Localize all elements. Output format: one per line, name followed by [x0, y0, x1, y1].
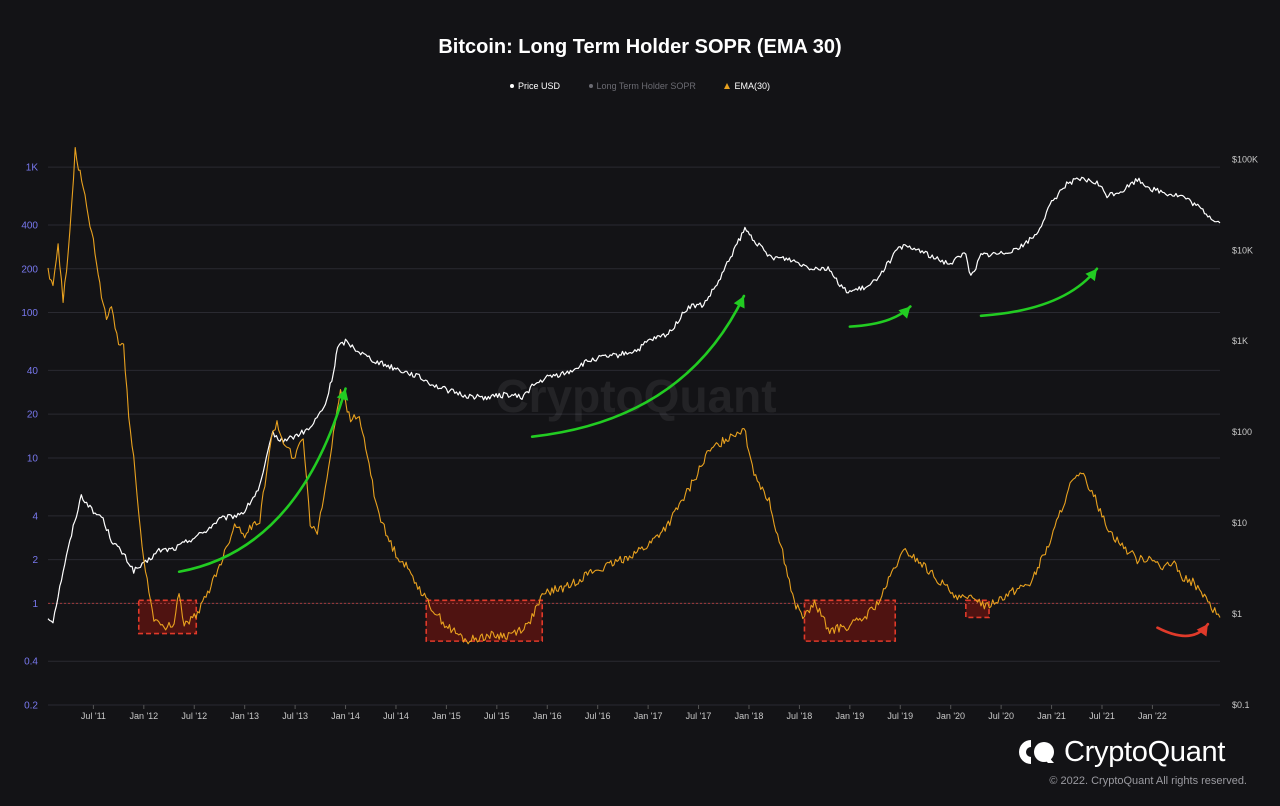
x-tick-label: Jan '20	[936, 711, 965, 721]
left-tick-label: 1K	[26, 163, 39, 174]
right-axis: $0.1 $1 $10 $100 $1K $10K $100K	[1232, 154, 1258, 710]
left-tick-label: 0.4	[24, 657, 38, 668]
loss-zone-box	[425, 599, 544, 642]
left-axis: 0.2 0.4 1 2 4 10 20 40 100 200 400 1K	[21, 163, 38, 712]
right-tick-label: $0.1	[1232, 700, 1250, 710]
right-tick-label: $1K	[1232, 336, 1248, 346]
x-tick-label: Jan '13	[230, 711, 259, 721]
brand-name: CryptoQuant	[1064, 735, 1226, 768]
legend-dot-icon	[510, 83, 515, 88]
up-trend-arrow	[979, 267, 1099, 318]
arrow-head-icon	[898, 306, 911, 319]
x-tick-label: Jan '14	[331, 711, 360, 721]
legend-triangle-icon	[724, 82, 731, 89]
right-tick-label: $100	[1232, 427, 1252, 437]
left-tick-label: 4	[32, 511, 38, 522]
x-tick-label: Jan '21	[1037, 711, 1066, 721]
cryptoquant-logo-icon	[1019, 740, 1054, 764]
arrow-head-icon	[336, 388, 349, 401]
right-tick-label: $10	[1232, 518, 1247, 528]
price-usd-line	[47, 176, 1221, 624]
loss-zone-box	[137, 599, 198, 635]
left-tick-label: 20	[27, 410, 39, 421]
loss-zone-box	[803, 599, 897, 642]
right-tick-label: $10K	[1232, 245, 1253, 255]
left-tick-label: 200	[21, 264, 38, 275]
copyright-text: © 2022. CryptoQuant All rights reserved.	[1049, 775, 1247, 787]
legend-item-sopr[interactable]: Long Term Holder SOPR	[588, 81, 696, 91]
x-tick-label: Jul '11	[81, 711, 106, 721]
x-tick-label: Jan '16	[533, 711, 562, 721]
x-tick-label: Jul '13	[282, 711, 308, 721]
grid-lines	[48, 166, 1220, 706]
arrow-head-icon	[1196, 624, 1208, 637]
chart-legend: Price USD Long Term Holder SOPR EMA(30)	[0, 81, 1280, 91]
up-trend-arrow	[530, 294, 746, 438]
x-tick-label: Jan '17	[634, 711, 663, 721]
left-tick-label: 0.2	[24, 701, 38, 712]
legend-label-price: Price USD	[518, 81, 561, 91]
x-axis: Jul '11 Jan '12 Jul '12 Jan '13 Jul '13 Jan '…	[81, 705, 1167, 721]
up-trend-arrow	[177, 387, 347, 574]
legend-label-sopr: Long Term Holder SOPR	[596, 81, 696, 91]
left-tick-label: 400	[21, 220, 38, 231]
x-tick-label: Jul '12	[181, 711, 207, 721]
x-tick-label: Jul '15	[484, 711, 510, 721]
right-tick-label: $1	[1232, 609, 1242, 619]
legend-label-ema: EMA(30)	[734, 81, 770, 91]
x-tick-label: Jan '18	[735, 711, 764, 721]
legend-item-ema[interactable]: EMA(30)	[724, 81, 770, 91]
x-tick-label: Jan '22	[1138, 711, 1167, 721]
x-tick-label: Jul '21	[1089, 711, 1115, 721]
legend-item-price[interactable]: Price USD	[510, 81, 560, 91]
trend-arrows	[177, 267, 1210, 638]
series-layer	[47, 146, 1221, 645]
left-tick-label: 40	[27, 366, 39, 377]
x-tick-label: Jul '19	[887, 711, 913, 721]
loss-zone-boxes	[137, 599, 990, 642]
x-tick-label: Jan '15	[432, 711, 461, 721]
arrow-head-icon	[733, 295, 745, 309]
x-tick-label: Jul '16	[585, 711, 611, 721]
x-tick-label: Jan '19	[835, 711, 864, 721]
x-tick-label: Jul '14	[383, 711, 409, 721]
x-tick-label: Jan '12	[129, 711, 158, 721]
left-tick-label: 2	[32, 555, 38, 566]
x-tick-label: Jul '18	[787, 711, 813, 721]
left-tick-label: 100	[21, 308, 38, 319]
chart-title: Bitcoin: Long Term Holder SOPR (EMA 30)	[438, 36, 842, 58]
left-tick-label: 10	[27, 453, 39, 464]
legend-dot-icon	[588, 83, 593, 88]
brand-logo: CryptoQuant	[1018, 735, 1225, 769]
x-tick-label: Jul '20	[988, 711, 1014, 721]
left-tick-label: 1	[32, 599, 38, 610]
x-tick-label: Jul '17	[686, 711, 712, 721]
ema30-line	[47, 146, 1221, 645]
watermark-text: CryptoQuant	[495, 370, 776, 422]
loss-zone-box	[965, 599, 990, 619]
right-tick-label: $100K	[1232, 154, 1258, 164]
arrow-head-icon	[1085, 268, 1097, 282]
